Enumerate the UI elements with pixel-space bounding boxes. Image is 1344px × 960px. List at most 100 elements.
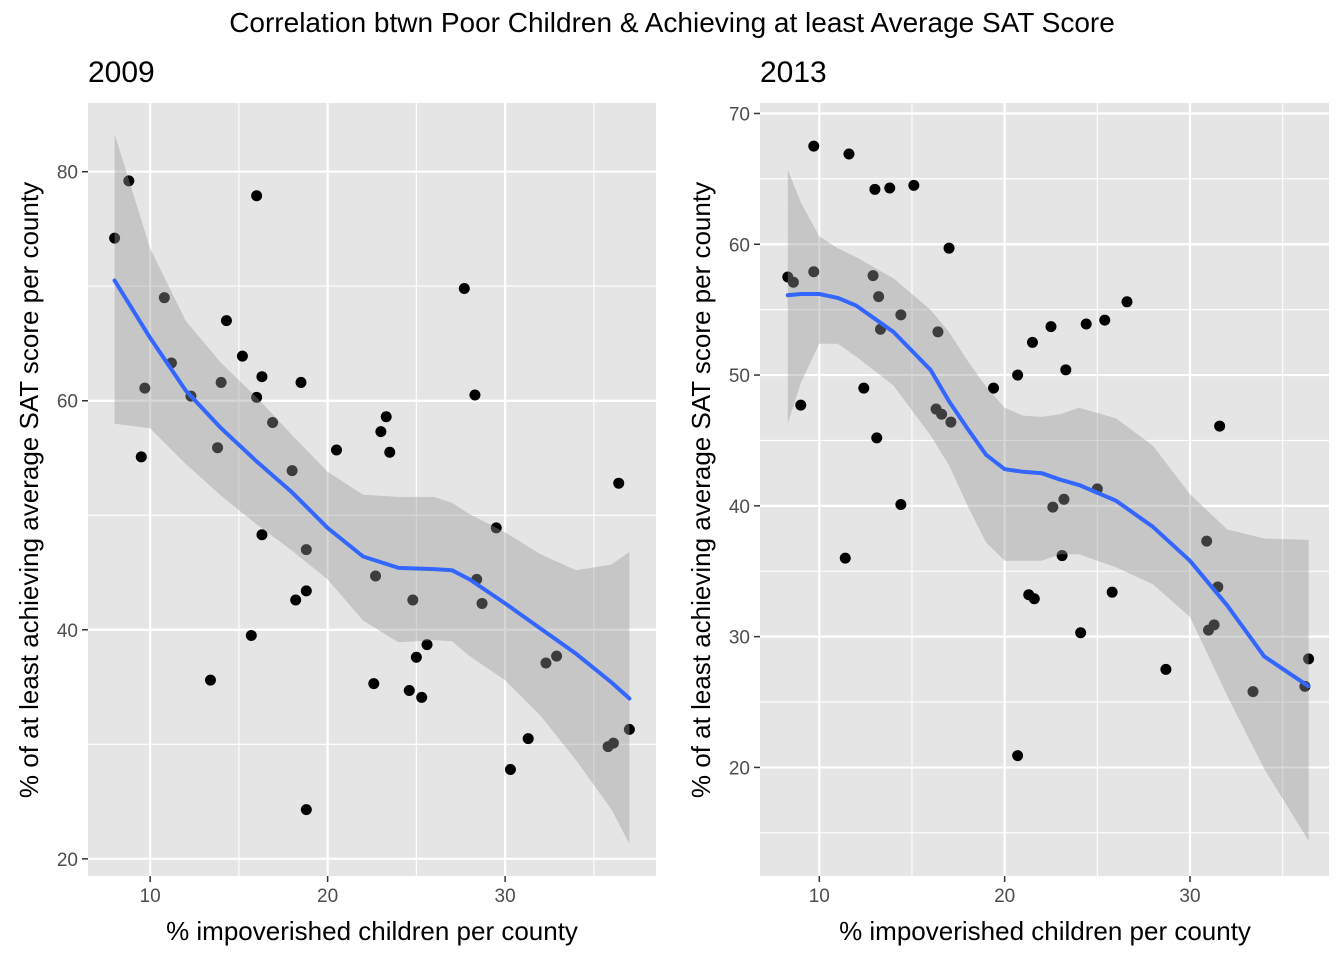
data-point [403,684,415,696]
data-point [607,737,619,749]
y-axis-label-2013: % of at least achieving average SAT scor… [686,182,716,798]
y-tick-label: 70 [729,104,750,125]
data-point [1012,369,1024,381]
y-tick-label: 60 [729,235,750,256]
data-point [1045,321,1057,333]
data-point [331,444,342,456]
panel-background-2013 [760,103,1329,876]
data-point [380,411,392,423]
data-point [945,416,957,428]
data-point [476,597,488,609]
data-point [139,382,151,394]
data-point [295,376,307,388]
data-point [109,232,121,244]
data-point [236,350,248,362]
data-point [1160,663,1172,675]
y-tick-label: 80 [57,163,78,184]
data-point [251,391,263,403]
data-point [469,389,481,401]
x-tick-label: 20 [994,886,1015,907]
data-point [1121,296,1133,308]
data-point [1026,336,1038,348]
data-point [1056,550,1068,562]
data-point [936,408,948,420]
data-point [267,417,279,429]
panel-title-2009: 2009 [88,56,155,89]
data-point [1075,627,1087,639]
data-point [1201,535,1213,547]
data-point [1060,364,1072,376]
data-point [158,292,170,304]
trend-line [785,292,1311,689]
data-point [1247,686,1259,698]
data-point [869,183,881,195]
y-axis-label-2009: % of at least achieving average SAT scor… [14,182,44,798]
data-point [1303,653,1315,665]
x-tick-label: 30 [495,886,516,907]
data-point [843,148,855,160]
data-point [407,594,419,606]
data-point [375,426,387,438]
data-point [1047,501,1059,513]
data-point [490,522,502,534]
x-tick-label: 30 [1179,886,1200,907]
data-point [204,674,216,686]
x-axis-label-2013: % impoverished children per county [839,916,1251,946]
y-tick-label: 60 [57,392,78,413]
data-point [540,657,552,669]
data-point [215,376,227,388]
data-point [245,630,257,642]
data-point [410,651,422,663]
data-point [839,552,851,564]
x-tick-label: 10 [809,886,830,907]
data-point [932,326,944,338]
data-point [613,477,625,489]
data-point [873,291,885,303]
x-tick-label: 10 [140,886,161,907]
panel-title-2013: 2013 [760,56,827,89]
y-tick-label: 20 [729,758,750,779]
data-point [370,570,382,582]
data-point [871,432,883,444]
data-point [1028,593,1040,605]
x-axis-label-2009: % impoverished children per county [166,916,578,946]
data-point [1099,314,1111,326]
data-point [256,529,268,541]
confidence-band [114,133,630,844]
data-point [943,242,955,254]
data-point [384,446,396,458]
data-point [988,382,1000,394]
y-tick-label: 30 [729,628,750,649]
data-point [522,733,534,745]
data-point [1012,750,1024,762]
data-point [416,691,428,703]
data-point [212,442,224,454]
data-point [123,175,135,187]
figure-title: Correlation btwn Poor Children & Achievi… [229,7,1115,38]
data-point [458,283,470,295]
data-point [135,451,147,463]
plot-area-2009: 10 20 30 20 40 60 80 [57,103,656,907]
y-tick-label: 40 [57,621,78,642]
data-point [1214,420,1226,432]
panel-background-2009 [88,103,656,876]
y-tick-label: 20 [57,850,78,871]
data-point [623,723,635,735]
data-point [808,266,820,278]
confidence-band [787,169,1309,841]
data-point [895,309,907,321]
data-point [504,763,516,775]
data-point [858,382,870,394]
data-point [300,585,312,597]
data-point [290,594,302,606]
data-point [300,544,312,556]
data-point [256,371,268,383]
data-point [884,182,896,194]
y-tick-label: 40 [729,497,750,518]
data-point [808,140,820,152]
data-point [1058,493,1070,505]
data-point [787,276,799,288]
data-point [551,650,563,662]
panel-2009: 2009 10 20 30 20 40 60 80 % impoverished child… [14,56,656,946]
trend-line [112,278,632,701]
